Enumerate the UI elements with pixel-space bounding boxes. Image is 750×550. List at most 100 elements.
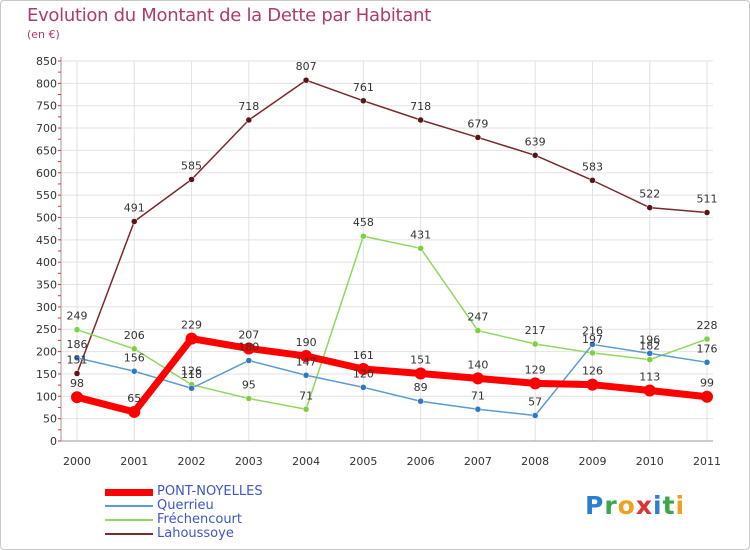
series-line-fréchencourt bbox=[76, 235, 708, 411]
data-label: 583 bbox=[582, 160, 603, 173]
data-label: 156 bbox=[124, 351, 145, 364]
data-label: 807 bbox=[296, 60, 317, 73]
data-label: 217 bbox=[525, 324, 546, 337]
legend-swatch-pont-noyelles bbox=[105, 488, 153, 496]
data-point bbox=[474, 406, 482, 413]
logo-letter: i bbox=[675, 491, 686, 520]
data-point bbox=[589, 177, 596, 184]
proxiti-logo: Proxiti bbox=[585, 491, 685, 520]
data-label: 180 bbox=[238, 341, 259, 354]
data-label: 511 bbox=[697, 193, 718, 206]
data-label: 718 bbox=[238, 100, 259, 113]
data-label: 186 bbox=[67, 338, 88, 351]
data-label: 151 bbox=[410, 353, 431, 366]
legend-item-pont-noyelles: PONT-NOYELLES bbox=[105, 485, 263, 499]
data-label: 207 bbox=[238, 328, 259, 341]
data-label: 113 bbox=[639, 370, 660, 383]
data-point bbox=[185, 332, 198, 345]
chart-title: Evolution du Montant de la Dette par Hab… bbox=[27, 5, 431, 26]
data-point bbox=[131, 218, 138, 225]
data-point bbox=[242, 342, 255, 355]
data-point bbox=[131, 368, 138, 375]
legend-swatch-querrieu bbox=[105, 505, 153, 507]
data-point bbox=[417, 397, 424, 405]
data-label: 247 bbox=[467, 311, 488, 324]
y-tick-label: 50 bbox=[43, 413, 57, 426]
data-label: 228 bbox=[697, 319, 718, 332]
legend-item-lahoussoye: Lahoussoye bbox=[105, 527, 263, 541]
data-label: 98 bbox=[70, 377, 84, 390]
logo-letter: t bbox=[662, 491, 676, 520]
data-label: 206 bbox=[124, 329, 145, 342]
data-point bbox=[703, 335, 711, 343]
x-tick-label: 2001 bbox=[120, 455, 148, 468]
data-point bbox=[703, 359, 711, 366]
data-point bbox=[71, 391, 83, 404]
data-point bbox=[531, 412, 539, 419]
logo-letter: i bbox=[653, 491, 663, 520]
data-point bbox=[646, 350, 653, 357]
y-tick-label: 450 bbox=[36, 234, 57, 247]
data-point bbox=[302, 406, 310, 413]
data-label: 65 bbox=[127, 392, 141, 405]
series-line-pont-noyelles bbox=[76, 335, 708, 416]
data-point bbox=[73, 326, 81, 333]
data-label: 197 bbox=[582, 333, 603, 346]
data-label: 71 bbox=[299, 389, 313, 402]
x-tick-label: 2010 bbox=[636, 455, 664, 468]
chart-subtitle: (en €) bbox=[27, 28, 60, 41]
legend-swatch-lahoussoye bbox=[105, 533, 153, 535]
data-point bbox=[188, 176, 195, 183]
y-tick-label: 600 bbox=[36, 167, 57, 180]
data-point bbox=[529, 377, 542, 390]
data-point bbox=[302, 372, 310, 379]
data-point bbox=[360, 97, 367, 105]
data-point bbox=[646, 204, 653, 211]
data-label: 176 bbox=[697, 342, 718, 355]
y-tick-label: 850 bbox=[36, 55, 57, 68]
x-tick-label: 2002 bbox=[178, 455, 206, 468]
data-point bbox=[589, 341, 596, 348]
series-line-querrieu bbox=[76, 343, 708, 417]
y-tick-label: 550 bbox=[36, 189, 57, 202]
logo-letter: x bbox=[635, 491, 653, 520]
data-point bbox=[474, 134, 482, 141]
legend-label-lahoussoye: Lahoussoye bbox=[157, 526, 234, 541]
data-label: 522 bbox=[639, 188, 660, 201]
data-label: 585 bbox=[181, 159, 202, 172]
data-point bbox=[417, 245, 424, 252]
data-point bbox=[701, 390, 713, 403]
data-label: 491 bbox=[124, 201, 145, 214]
data-point bbox=[643, 384, 656, 397]
data-label: 89 bbox=[414, 381, 428, 394]
data-label: 718 bbox=[410, 100, 431, 113]
y-tick-label: 300 bbox=[36, 301, 57, 314]
x-tick-label: 2008 bbox=[521, 455, 549, 468]
data-label: 147 bbox=[296, 355, 317, 368]
data-point bbox=[531, 152, 539, 159]
legend-item-querrieu: Querrieu bbox=[105, 499, 263, 513]
data-point bbox=[471, 372, 484, 385]
series-line-lahoussoye bbox=[76, 79, 708, 374]
data-point bbox=[300, 350, 313, 363]
y-tick-label: 500 bbox=[36, 211, 57, 224]
data-label: 126 bbox=[181, 365, 202, 378]
legend-label-frechencourt: Fréchencourt bbox=[157, 512, 242, 527]
data-label: 679 bbox=[467, 117, 488, 130]
data-point bbox=[245, 395, 253, 402]
x-tick-label: 2007 bbox=[464, 455, 492, 468]
y-tick-label: 250 bbox=[36, 323, 57, 336]
data-point bbox=[188, 384, 195, 392]
data-point bbox=[589, 349, 596, 357]
logo-letter: o bbox=[617, 491, 636, 520]
data-point bbox=[245, 116, 253, 124]
data-point bbox=[131, 345, 138, 353]
data-point bbox=[586, 378, 599, 391]
data-label: 126 bbox=[582, 365, 603, 378]
y-tick-label: 350 bbox=[36, 279, 57, 292]
data-label: 95 bbox=[242, 379, 256, 392]
data-label: 129 bbox=[525, 363, 546, 376]
data-label: 118 bbox=[181, 368, 202, 381]
data-label: 120 bbox=[353, 367, 374, 380]
